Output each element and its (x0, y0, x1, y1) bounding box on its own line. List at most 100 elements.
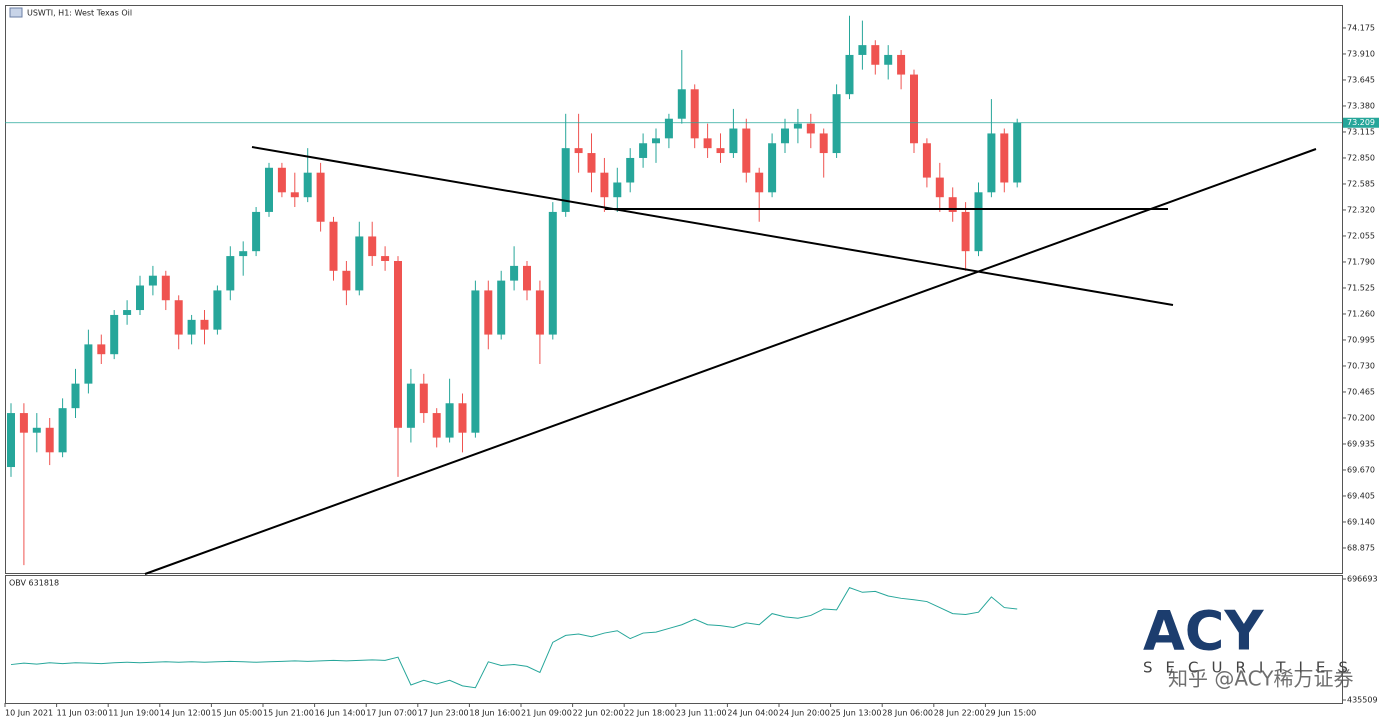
x-tick-label: 22 Jun 02:00 (573, 709, 624, 718)
x-tick-label: 18 Jun 16:00 (469, 709, 520, 718)
candle-body (987, 133, 996, 193)
y-tick-label: 72.585 (1347, 179, 1375, 188)
candle-body (1013, 122, 1022, 183)
indicator-panel (5, 575, 1343, 704)
price-panel (5, 5, 1343, 574)
obv-line (10, 587, 1018, 689)
candle-body (19, 413, 28, 433)
y-tick-label: 71.790 (1347, 257, 1375, 266)
y-tick-label: 73.115 (1347, 127, 1375, 136)
candle-body (587, 153, 596, 173)
candle-body (174, 300, 183, 335)
indicator-tick-label: 435509 (1347, 696, 1378, 705)
candle-body (703, 138, 712, 149)
candle-body (781, 128, 789, 144)
candle-body (187, 319, 196, 335)
current-price-label: 73.209 (1347, 118, 1375, 127)
candle-body (510, 265, 519, 281)
y-tick-label: 69.935 (1347, 439, 1375, 448)
current-price-box (1343, 117, 1379, 128)
x-tick-label: 11 Jun 03:00 (57, 709, 108, 718)
watermark: ACY SECURITIES 知乎 @ACY稀万证券 (1143, 600, 1361, 691)
candle-body (406, 383, 415, 428)
candle-body (729, 128, 738, 154)
candle-body (690, 89, 699, 139)
y-tick-label: 70.200 (1347, 413, 1375, 422)
candle-body (123, 310, 132, 315)
chart-icon (9, 7, 23, 18)
x-tick-label: 25 Jun 13:00 (831, 709, 882, 718)
candle-body (935, 177, 944, 198)
candle-body (548, 211, 557, 335)
candle-body (355, 236, 364, 291)
candle-body (652, 138, 660, 144)
candle-body (97, 344, 106, 355)
candle-body (84, 344, 93, 384)
y-tick-label: 69.140 (1347, 517, 1375, 526)
y-tick-label: 71.525 (1347, 283, 1375, 292)
x-tick-label: 17 Jun 07:00 (366, 709, 417, 718)
x-tick-label: 10 Jun 2021 (5, 709, 53, 718)
marks: 74.175 73.910 73.645 73.380 73.115 72.850 72.5… (4, 15, 1379, 718)
candle-body (613, 182, 622, 198)
candle-body (277, 167, 286, 193)
candle-body (755, 172, 764, 193)
candle-body (110, 314, 119, 355)
candle-body (664, 118, 673, 139)
x-tick-label: 22 Jun 18:00 (624, 709, 675, 718)
x-tick-label: 28 Jun 06:00 (882, 709, 933, 718)
candle-body (961, 211, 970, 252)
candle-body (213, 290, 222, 330)
trend-line (251, 146, 1174, 306)
tagline: SECURITIES (1143, 659, 1361, 677)
caption: 知乎 @ACY稀万证券 (1168, 667, 1354, 691)
x-tick-label: 11 Jun 19:00 (108, 709, 159, 718)
candle-body (819, 133, 828, 154)
candle-body (32, 427, 41, 433)
y-tick-label: 71.260 (1347, 309, 1375, 318)
candle-body (290, 192, 299, 198)
candle-body (239, 251, 248, 257)
x-tick-label: 16 Jun 14:00 (315, 709, 366, 718)
x-tick-label: 21 Jun 09:00 (521, 709, 572, 718)
candle-body (200, 319, 209, 330)
y-tick-label: 73.645 (1347, 75, 1375, 84)
y-tick-label: 73.380 (1347, 101, 1375, 110)
candle-body (1000, 133, 1009, 183)
y-tick-label: 70.995 (1347, 335, 1375, 344)
indicator-tick-label: 696693 (1347, 575, 1378, 584)
candle-body (793, 123, 802, 129)
candle-body (484, 290, 493, 335)
candle-body (445, 403, 454, 438)
candle-body (974, 192, 983, 252)
candle-body (432, 413, 441, 438)
candle-body (922, 143, 931, 178)
candle-body (897, 54, 906, 75)
candle-body (7, 413, 15, 468)
x-tick-label: 23 Jun 11:00 (676, 709, 727, 718)
y-tick-label: 72.320 (1347, 205, 1375, 214)
candle-body (716, 148, 725, 154)
chart-title: USWTI, H1: West Texas Oil (27, 9, 132, 18)
candle-body (58, 408, 67, 453)
y-tick-label: 69.405 (1347, 491, 1375, 500)
candle-body (497, 280, 506, 335)
y-tick-label: 72.850 (1347, 153, 1375, 162)
candle-body (768, 143, 777, 193)
candle-body (523, 265, 531, 291)
candle-body (342, 270, 351, 291)
candle-body (871, 45, 880, 65)
candle-body (832, 94, 841, 154)
candle-body (226, 256, 235, 291)
candle-body (71, 383, 80, 409)
candle-body (45, 427, 54, 453)
candle-body (845, 54, 854, 95)
candle-body (161, 275, 170, 301)
candle-body (316, 172, 325, 222)
candle-body (136, 285, 144, 311)
candle-body (471, 290, 480, 433)
candle-body (265, 167, 273, 212)
y-tick-label: 70.730 (1347, 361, 1375, 370)
logo: ACY (1143, 600, 1264, 663)
